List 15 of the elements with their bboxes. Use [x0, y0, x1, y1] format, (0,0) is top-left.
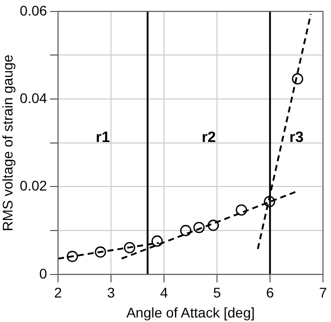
x-tick-label: 4 [160, 284, 168, 301]
annotation: r3 [289, 128, 304, 146]
y-tick-label: 0.06 [20, 2, 48, 18]
x-axis-title: Angle of Attack [deg] [126, 304, 255, 320]
y-axis-title: RMS voltage of strain gauge [0, 54, 16, 232]
y-tick-label: 0 [39, 265, 48, 282]
x-tick-label: 2 [54, 284, 62, 301]
annotation: r1 [96, 128, 110, 146]
x-tick-label: 5 [213, 284, 222, 301]
x-tick-label: 7 [319, 284, 328, 301]
annotation: r2 [202, 128, 216, 146]
y-tick-label: 0.04 [20, 90, 48, 106]
y-tick-label: 0.02 [20, 178, 48, 194]
x-tick-label: 3 [107, 284, 116, 301]
x-tick-label: 6 [266, 284, 274, 301]
